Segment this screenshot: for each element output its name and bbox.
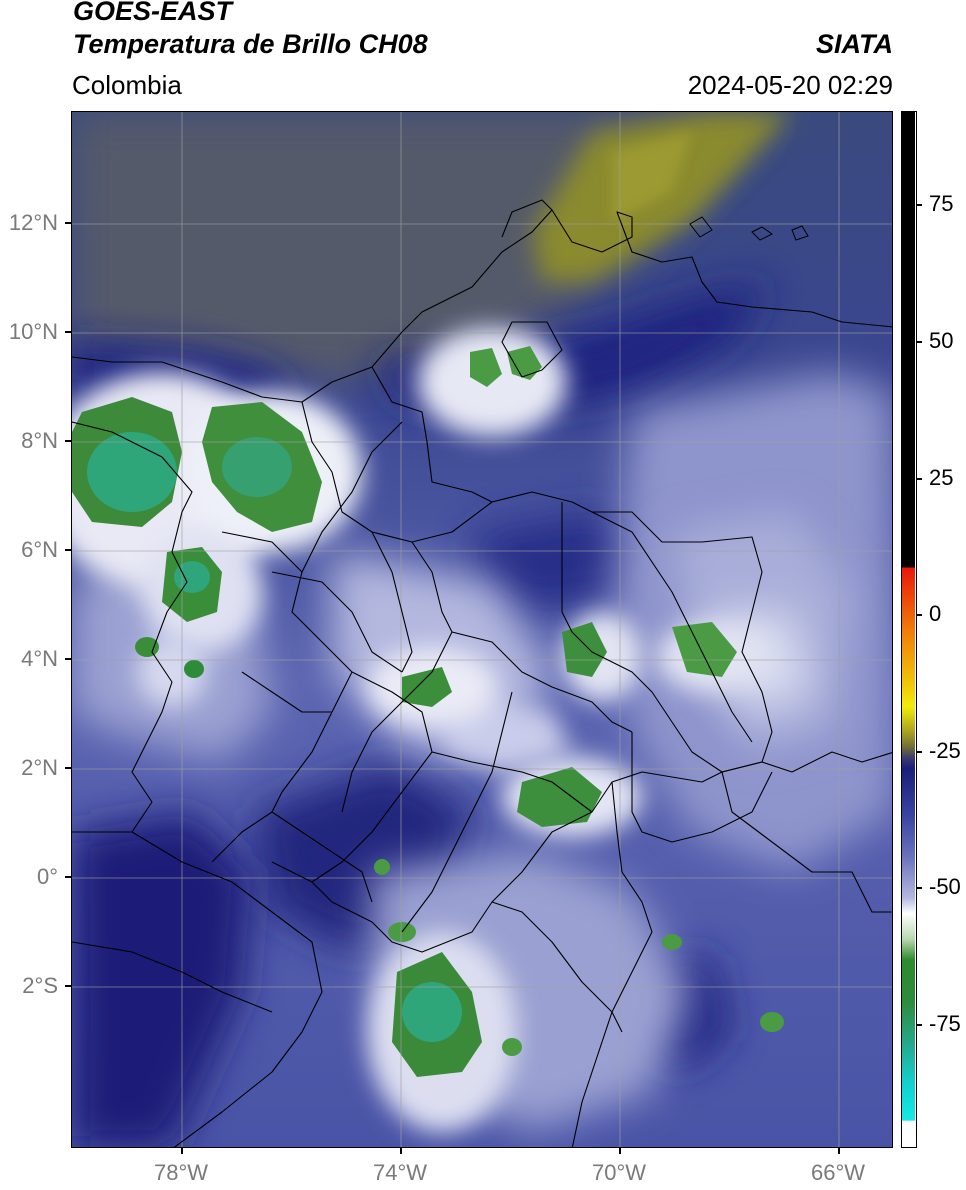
satellite-map (71, 111, 893, 1148)
colorbar-label: 25 (929, 465, 954, 490)
x-tick-mark (400, 1148, 402, 1154)
x-tick-mark (838, 1148, 840, 1154)
y-tick-mark (65, 985, 71, 987)
lon-tick-label: 70°W (592, 1160, 647, 1185)
title-product: Temperatura de Brillo CH08 (73, 29, 428, 59)
lon-tick-label: 74°W (373, 1160, 428, 1185)
colorbar-label: 50 (929, 328, 954, 353)
colorbar-tick (917, 887, 922, 889)
lat-tick-label: 8°N (21, 428, 58, 453)
y-tick-mark (65, 767, 71, 769)
lat-tick-label: 10°N (8, 319, 58, 344)
x-tick-mark (619, 1148, 621, 1154)
colorbar-label: -50 (929, 874, 961, 899)
datetime-label: 2024-05-20 02:29 (687, 70, 893, 100)
lon-tick-label: 66°W (811, 1160, 866, 1185)
colorbar (901, 111, 917, 1148)
lat-tick-label: 0° (36, 864, 58, 889)
lat-tick-label: 6°N (21, 537, 58, 562)
colorbar-label: -25 (929, 738, 961, 763)
title-satellite: GOES-EAST (73, 0, 233, 26)
colorbar-label: 75 (929, 191, 954, 216)
source-label: SIATA (816, 29, 893, 59)
colorbar-label: 0 (929, 601, 942, 626)
lat-tick-label: 4°N (21, 646, 58, 671)
colorbar-tick (917, 1024, 922, 1026)
map-gridlines (72, 112, 892, 1147)
y-tick-mark (65, 440, 71, 442)
colorbar-tick (917, 341, 922, 343)
colorbar-gradient (902, 112, 915, 1146)
y-tick-mark (65, 876, 71, 878)
colorbar-tick (917, 614, 922, 616)
y-tick-mark (65, 549, 71, 551)
colorbar-tick (917, 478, 922, 480)
y-tick-mark (65, 658, 71, 660)
lat-tick-label: 2°S (22, 973, 58, 998)
boundaries (72, 199, 892, 1147)
colorbar-label: -75 (929, 1011, 961, 1036)
y-tick-mark (65, 222, 71, 224)
y-tick-mark (65, 331, 71, 333)
region-label: Colombia (72, 70, 182, 100)
colorbar-tick (917, 751, 922, 753)
lat-tick-label: 2°N (21, 755, 58, 780)
x-tick-mark (181, 1148, 183, 1154)
lon-tick-label: 78°W (154, 1160, 209, 1185)
lat-tick-label: 12°N (8, 210, 58, 235)
colorbar-tick (917, 204, 922, 206)
